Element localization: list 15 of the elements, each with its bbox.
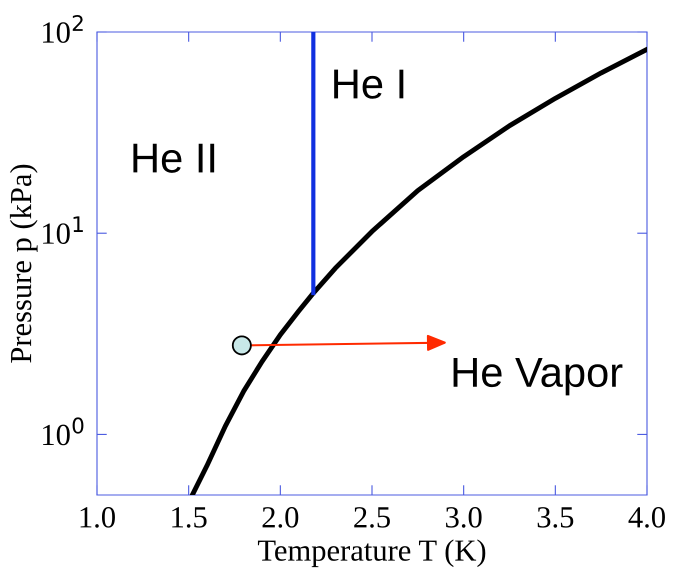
annotation: He Vapor [454,358,622,396]
x-axis-title: Temperature T (K) [258,539,486,568]
annotation: He II [133,144,214,173]
y-tick-label: 10$^{0}$ [43,417,84,446]
x-tick-label: 3.5 [538,507,574,528]
x-tick-label: 1.0 [80,506,115,528]
y-axis-title: Pressure p (kPa) [10,164,38,363]
x-tick-label: 1.5 [172,507,207,528]
y-tick-label: 10$^{2}$ [43,14,83,43]
x-tick-label: 2.0 [262,506,298,528]
y-tick-label: 10$^{1}$ [43,216,83,244]
annotation: He I [334,70,404,99]
x-tick-label: 3.0 [446,506,482,528]
x-tick-label: 2.5 [354,507,390,528]
x-tick-label: 4.0 [628,506,665,528]
